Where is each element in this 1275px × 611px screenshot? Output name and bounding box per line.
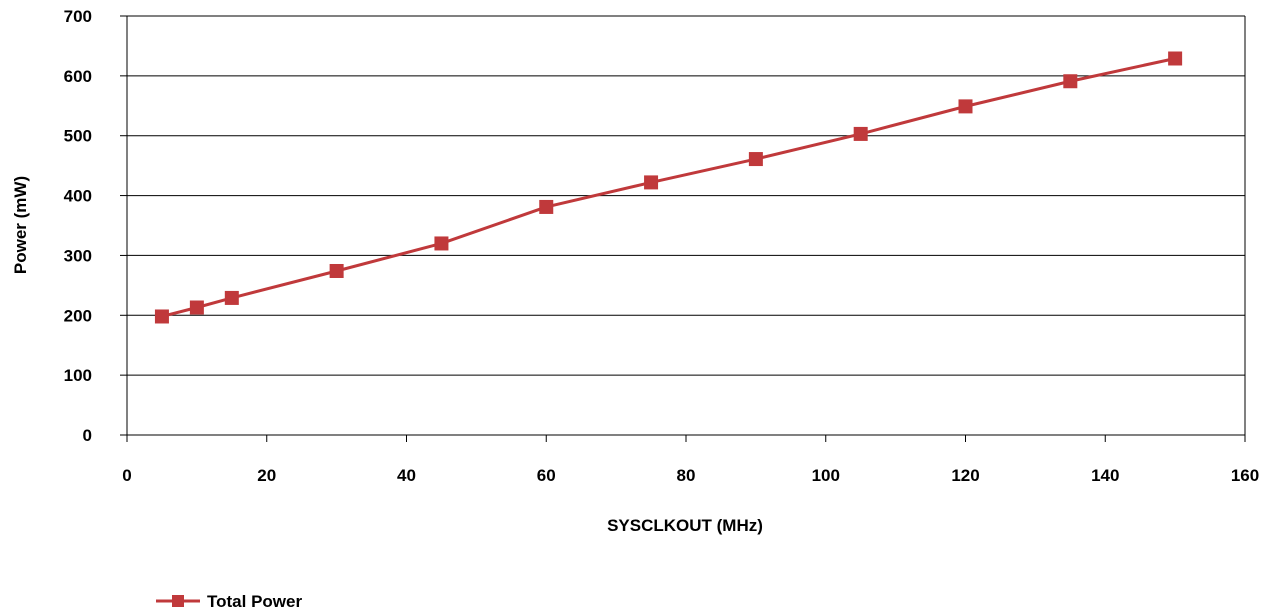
x-tick-label-100: 100 <box>812 466 840 485</box>
y-tick-label-400: 400 <box>64 187 92 206</box>
y-tick-label-600: 600 <box>64 67 92 86</box>
y-axis-tick-labels: 0 100 200 300 400 500 600 700 <box>64 7 92 445</box>
gridlines <box>127 15 1245 376</box>
legend: Total Power <box>156 592 302 611</box>
data-point-marker <box>1063 74 1078 89</box>
series-line-0 <box>161 57 1176 318</box>
x-tick-label-20: 20 <box>257 466 276 485</box>
x-tick-label-140: 140 <box>1091 466 1119 485</box>
y-tick-label-700: 700 <box>64 7 92 26</box>
legend-label-total-power: Total Power <box>207 592 302 611</box>
y-tick-label-200: 200 <box>64 306 92 325</box>
y-tick-label-0: 0 <box>83 426 92 445</box>
data-point-marker <box>853 126 868 141</box>
x-tick-label-60: 60 <box>537 466 556 485</box>
x-tick-label-40: 40 <box>397 466 416 485</box>
x-tick-label-80: 80 <box>677 466 696 485</box>
x-axis-title: SYSCLKOUT (MHz) <box>607 516 763 535</box>
data-point-marker <box>1168 51 1183 66</box>
data-point-marker <box>154 309 169 324</box>
data-point-marker <box>189 300 204 315</box>
y-tick-label-500: 500 <box>64 127 92 146</box>
data-point-marker <box>539 199 554 214</box>
y-tick-label-300: 300 <box>64 246 92 265</box>
data-point-marker <box>434 236 449 251</box>
data-point-marker <box>329 263 344 278</box>
axes <box>120 15 1246 442</box>
data-point-marker <box>958 99 973 114</box>
legend-marker-swatch <box>172 595 184 607</box>
data-point-marker <box>224 290 239 305</box>
series-layer <box>154 51 1183 324</box>
x-tick-label-160: 160 <box>1231 466 1259 485</box>
x-tick-label-120: 120 <box>951 466 979 485</box>
y-tick-label-100: 100 <box>64 366 92 385</box>
y-axis-title: Power (mW) <box>11 176 30 274</box>
data-point-marker <box>748 152 763 167</box>
x-axis-tick-labels: 0 20 40 60 80 100 120 140 160 <box>122 466 1259 485</box>
x-tick-label-0: 0 <box>122 466 131 485</box>
data-point-marker <box>644 175 659 190</box>
